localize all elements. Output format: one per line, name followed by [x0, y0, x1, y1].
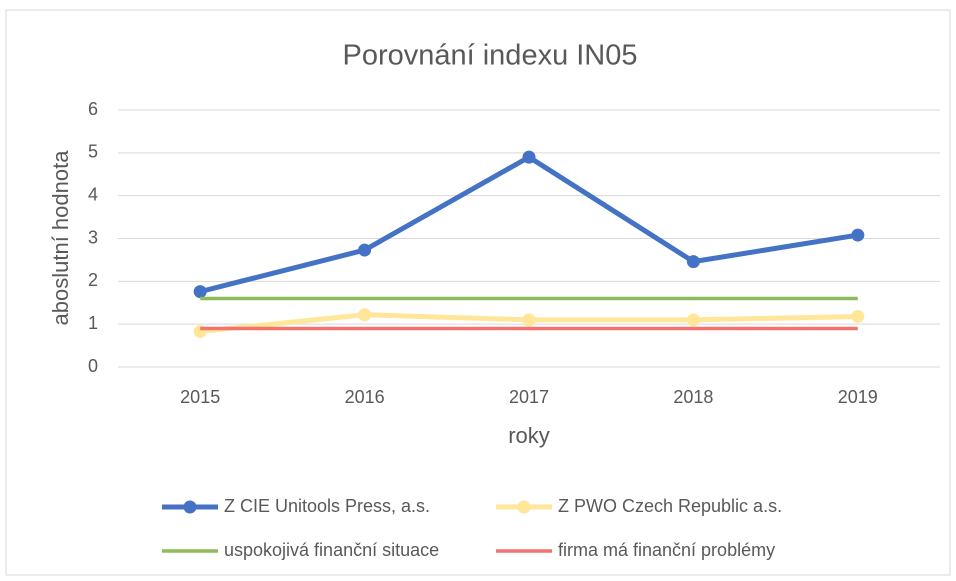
x-tick-label: 2018: [673, 387, 713, 407]
point: [193, 285, 207, 299]
point: [686, 313, 700, 327]
y-tick-label: 6: [88, 99, 98, 119]
y-tick-label: 3: [88, 227, 98, 247]
x-tick-label: 2016: [345, 387, 385, 407]
point: [851, 309, 865, 323]
point: [358, 308, 372, 322]
y-axis-label: aboslutní hodnota: [48, 150, 73, 326]
y-tick-label: 4: [88, 184, 98, 204]
point: [851, 228, 865, 242]
y-tick-label: 0: [88, 356, 98, 376]
y-tick-label: 5: [88, 142, 98, 162]
point: [686, 255, 700, 269]
legend-marker: [183, 500, 197, 514]
x-axis-label: roky: [508, 423, 550, 448]
x-tick-label: 2015: [180, 387, 220, 407]
point: [358, 243, 372, 257]
point: [522, 313, 536, 327]
chart-title: Porovnání indexu IN05: [342, 40, 637, 72]
x-tick-label: 2017: [509, 387, 549, 407]
y-tick-label: 2: [88, 270, 98, 290]
y-tick-label: 1: [88, 313, 98, 333]
point: [522, 150, 536, 164]
legend-label: firma má finanční problémy: [558, 540, 775, 560]
legend-marker: [517, 500, 531, 514]
x-tick-label: 2019: [838, 387, 878, 407]
legend-label: Z PWO Czech Republic a.s.: [558, 496, 782, 516]
legend-label: Z CIE Unitools Press, a.s.: [224, 496, 430, 516]
legend-label: uspokojivá finanční situace: [224, 540, 439, 560]
chart-border: [5, 9, 951, 576]
